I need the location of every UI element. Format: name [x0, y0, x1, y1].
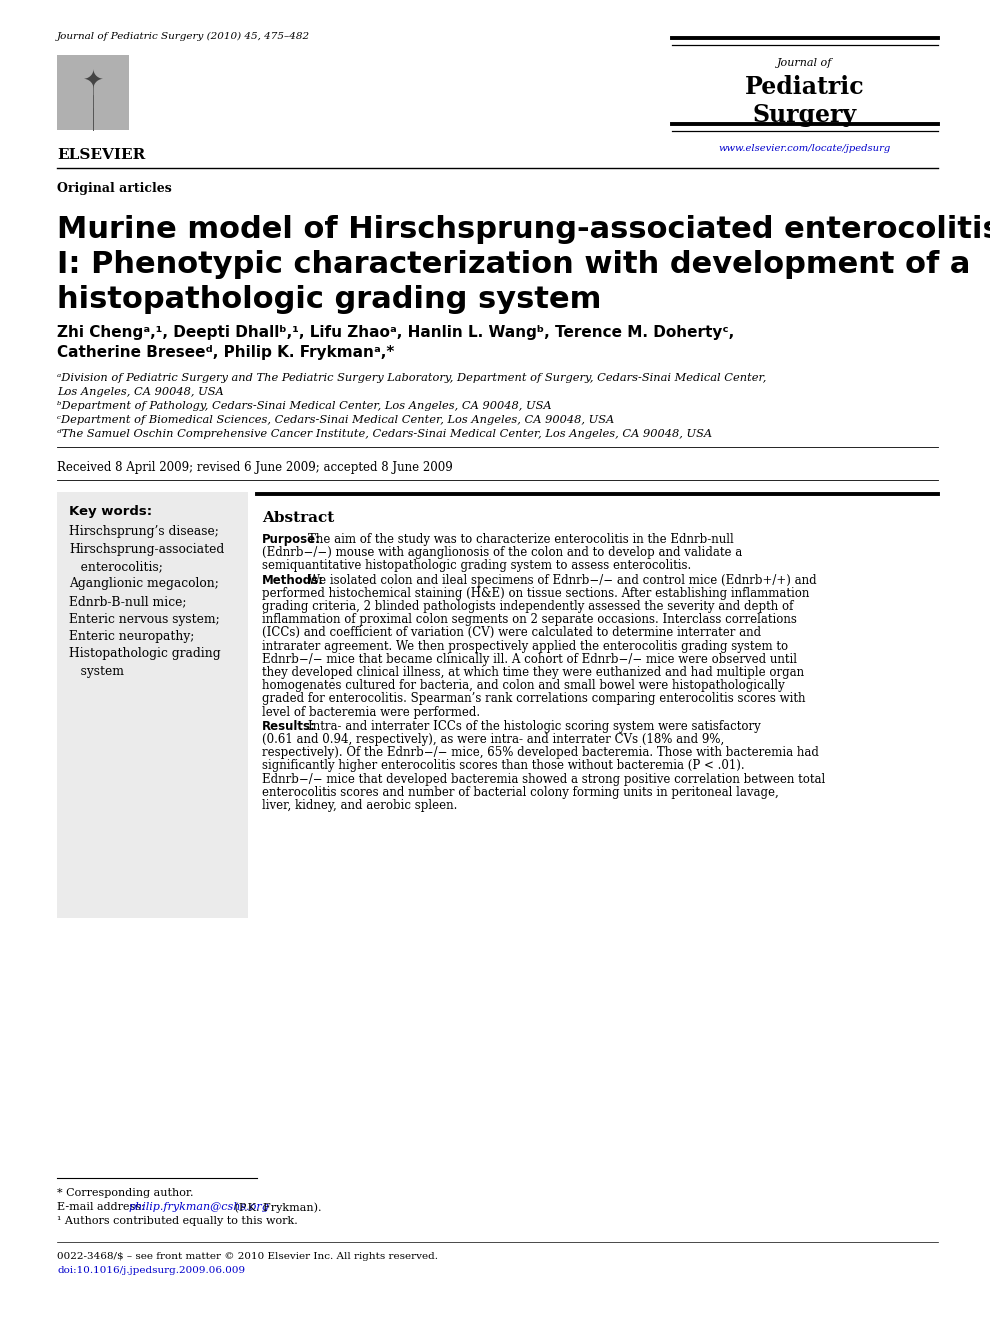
Text: grading criteria, 2 blinded pathologists independently assessed the severity and: grading criteria, 2 blinded pathologists…	[262, 601, 793, 612]
Text: they developed clinical illness, at which time they were euthanized and had mult: they developed clinical illness, at whic…	[262, 667, 804, 678]
Text: Surgery: Surgery	[753, 103, 857, 127]
Text: ✦: ✦	[82, 70, 104, 94]
Text: Zhi Chengᵃ,¹, Deepti Dhallᵇ,¹, Lifu Zhaoᵃ, Hanlin L. Wangᵇ, Terence M. Dohertyᶜ,: Zhi Chengᵃ,¹, Deepti Dhallᵇ,¹, Lifu Zhao…	[57, 325, 735, 341]
Text: Original articles: Original articles	[57, 182, 171, 195]
Text: Received 8 April 2009; revised 6 June 2009; accepted 8 June 2009: Received 8 April 2009; revised 6 June 20…	[57, 461, 452, 474]
Text: Results:: Results:	[262, 719, 316, 733]
Text: Murine model of Hirschsprung-associated enterocolitis.: Murine model of Hirschsprung-associated …	[57, 215, 990, 244]
Text: semiquantitative histopathologic grading system to assess enterocolitis.: semiquantitative histopathologic grading…	[262, 560, 691, 573]
Text: Pediatric: Pediatric	[745, 75, 865, 99]
Text: intrarater agreement. We then prospectively applied the enterocolitis grading sy: intrarater agreement. We then prospectiv…	[262, 640, 788, 652]
Text: Abstract: Abstract	[262, 511, 335, 525]
Text: Journal of Pediatric Surgery (2010) 45, 475–482: Journal of Pediatric Surgery (2010) 45, …	[57, 32, 310, 41]
Text: ᵇDepartment of Pathology, Cedars-Sinai Medical Center, Los Angeles, CA 90048, US: ᵇDepartment of Pathology, Cedars-Sinai M…	[57, 401, 551, 411]
Text: www.elsevier.com/locate/jpedsurg: www.elsevier.com/locate/jpedsurg	[719, 144, 891, 153]
Text: homogenates cultured for bacteria, and colon and small bowel were histopathologi: homogenates cultured for bacteria, and c…	[262, 680, 785, 692]
Text: Aganglionic megacolon;: Aganglionic megacolon;	[69, 578, 219, 590]
Text: Ednrb−/− mice that developed bacteremia showed a strong positive correlation bet: Ednrb−/− mice that developed bacteremia …	[262, 772, 826, 785]
Text: Key words:: Key words:	[69, 506, 152, 517]
Text: Methods:: Methods:	[262, 574, 324, 586]
Text: ¹ Authors contributed equally to this work.: ¹ Authors contributed equally to this wo…	[57, 1216, 298, 1226]
Text: Journal of: Journal of	[777, 58, 833, 69]
Text: Hirschsprung-associated: Hirschsprung-associated	[69, 543, 225, 556]
Text: Ednrb-B-null mice;: Ednrb-B-null mice;	[69, 595, 186, 609]
Text: respectively). Of the Ednrb−/− mice, 65% developed bacteremia. Those with bacter: respectively). Of the Ednrb−/− mice, 65%…	[262, 746, 819, 759]
Text: E-mail address:: E-mail address:	[57, 1203, 148, 1212]
Text: I: Phenotypic characterization with development of a: I: Phenotypic characterization with deve…	[57, 249, 970, 279]
Text: graded for enterocolitis. Spearman’s rank correlations comparing enterocolitis s: graded for enterocolitis. Spearman’s ran…	[262, 693, 806, 705]
Text: (P.K. Frykman).: (P.K. Frykman).	[231, 1203, 321, 1213]
Text: philip.frykman@cshs.org: philip.frykman@cshs.org	[128, 1203, 269, 1212]
Text: Ednrb−/− mice that became clinically ill. A cohort of Ednrb−/− mice were observe: Ednrb−/− mice that became clinically ill…	[262, 653, 797, 665]
Text: 0022-3468/$ – see front matter © 2010 Elsevier Inc. All rights reserved.: 0022-3468/$ – see front matter © 2010 El…	[57, 1251, 438, 1261]
Text: (Ednrb−/−) mouse with aganglionosis of the colon and to develop and validate a: (Ednrb−/−) mouse with aganglionosis of t…	[262, 546, 742, 560]
Text: Enteric nervous system;: Enteric nervous system;	[69, 612, 220, 626]
Text: The aim of the study was to characterize enterocolitis in the Ednrb-null: The aim of the study was to characterize…	[308, 533, 734, 546]
Text: enterocolitis scores and number of bacterial colony forming units in peritoneal : enterocolitis scores and number of bacte…	[262, 785, 779, 799]
Text: Catherine Breseeᵈ, Philip K. Frykmanᵃ,*: Catherine Breseeᵈ, Philip K. Frykmanᵃ,*	[57, 345, 394, 360]
Text: Intra- and interrater ICCs of the histologic scoring system were satisfactory: Intra- and interrater ICCs of the histol…	[308, 719, 760, 733]
Text: ELSEVIER: ELSEVIER	[57, 148, 146, 162]
Text: performed histochemical staining (H&E) on tissue sections. After establishing in: performed histochemical staining (H&E) o…	[262, 587, 810, 599]
Text: (0.61 and 0.94, respectively), as were intra- and interrater CVs (18% and 9%,: (0.61 and 0.94, respectively), as were i…	[262, 733, 725, 746]
Text: Los Angeles, CA 90048, USA: Los Angeles, CA 90048, USA	[57, 387, 224, 397]
Bar	[57, 492, 248, 917]
Text: inflammation of proximal colon segments on 2 separate occasions. Interclass corr: inflammation of proximal colon segments …	[262, 614, 797, 626]
Text: level of bacteremia were performed.: level of bacteremia were performed.	[262, 706, 480, 718]
Text: Purpose:: Purpose:	[262, 533, 321, 546]
Text: Hirschsprung’s disease;: Hirschsprung’s disease;	[69, 525, 219, 539]
Text: ᵃDivision of Pediatric Surgery and The Pediatric Surgery Laboratory, Department : ᵃDivision of Pediatric Surgery and The P…	[57, 374, 766, 383]
Bar	[57, 55, 129, 129]
Text: enterocolitis;: enterocolitis;	[69, 560, 163, 573]
Text: * Corresponding author.: * Corresponding author.	[57, 1188, 193, 1199]
Text: (ICCs) and coefficient of variation (CV) were calculated to determine interrater: (ICCs) and coefficient of variation (CV)…	[262, 627, 761, 639]
Text: Enteric neuropathy;: Enteric neuropathy;	[69, 630, 194, 643]
Text: ᶜDepartment of Biomedical Sciences, Cedars-Sinai Medical Center, Los Angeles, CA: ᶜDepartment of Biomedical Sciences, Ceda…	[57, 414, 614, 425]
Text: histopathologic grading system: histopathologic grading system	[57, 285, 601, 314]
Text: Histopathologic grading: Histopathologic grading	[69, 648, 221, 660]
Text: liver, kidney, and aerobic spleen.: liver, kidney, and aerobic spleen.	[262, 799, 457, 812]
Text: doi:10.1016/j.jpedsurg.2009.06.009: doi:10.1016/j.jpedsurg.2009.06.009	[57, 1266, 246, 1275]
Text: ᵈThe Samuel Oschin Comprehensive Cancer Institute, Cedars-Sinai Medical Center, : ᵈThe Samuel Oschin Comprehensive Cancer …	[57, 429, 712, 440]
Text: system: system	[69, 665, 124, 678]
Text: We isolated colon and ileal specimens of Ednrb−/− and control mice (Ednrb+/+) an: We isolated colon and ileal specimens of…	[308, 574, 817, 586]
Text: significantly higher enterocolitis scores than those without bacteremia (P < .01: significantly higher enterocolitis score…	[262, 759, 744, 772]
